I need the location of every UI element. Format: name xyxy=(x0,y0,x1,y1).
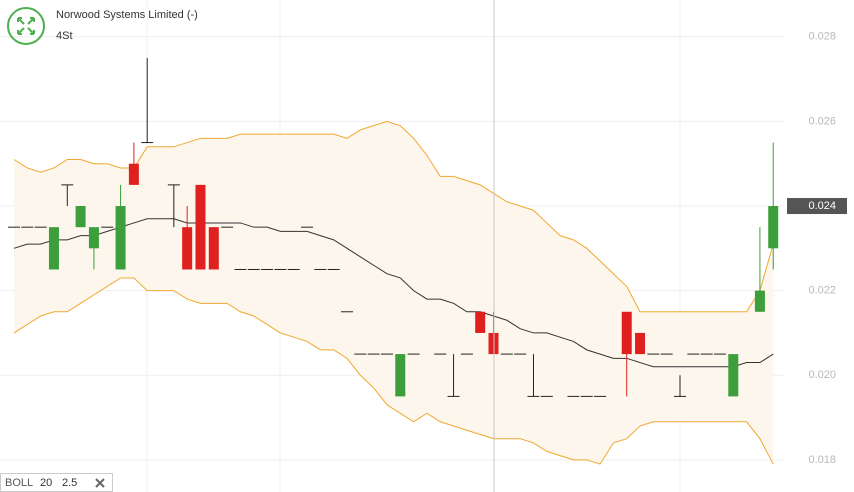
indicator-box[interactable]: BOLL 20 2.5 xyxy=(0,473,113,492)
expand-icon xyxy=(17,17,35,35)
y-tick-label: 0.020 xyxy=(808,369,836,381)
last-price-label: 0.024 xyxy=(808,200,836,212)
candle-body xyxy=(475,311,486,333)
indicator-period: 20 xyxy=(40,477,52,489)
band-upper xyxy=(13,120,774,313)
candle-body xyxy=(208,227,219,270)
y-tick-label: 0.018 xyxy=(808,454,836,466)
candle-body xyxy=(195,184,206,270)
header: Norwood Systems Limited (-) 4St xyxy=(7,7,198,45)
y-tick-label: 0.026 xyxy=(808,115,836,127)
candle-body xyxy=(48,227,59,270)
candle-body xyxy=(621,311,632,355)
plot xyxy=(8,57,779,465)
candle-body xyxy=(88,227,99,249)
y-tick-label: 0.028 xyxy=(808,31,836,43)
candle-body xyxy=(728,354,739,397)
close-icon[interactable] xyxy=(95,478,105,488)
band-lower xyxy=(13,277,774,465)
y-tick-label: 0.022 xyxy=(808,285,836,297)
indicator-name: BOLL xyxy=(5,477,33,489)
candle-body xyxy=(182,227,193,270)
candle-body xyxy=(754,290,765,312)
logo[interactable] xyxy=(7,7,45,45)
candle-body xyxy=(768,206,779,249)
candle-body xyxy=(75,206,86,228)
candle-body xyxy=(115,206,126,270)
last-price-box xyxy=(787,198,847,215)
candle-body xyxy=(395,354,406,397)
band-middle xyxy=(13,218,774,368)
band-fill xyxy=(14,121,774,465)
indicator-stddev: 2.5 xyxy=(62,477,77,489)
candle-body xyxy=(128,163,139,185)
subtitle: 4St xyxy=(56,30,73,42)
title: Norwood Systems Limited (-) xyxy=(56,9,198,21)
candle-body xyxy=(635,332,646,355)
